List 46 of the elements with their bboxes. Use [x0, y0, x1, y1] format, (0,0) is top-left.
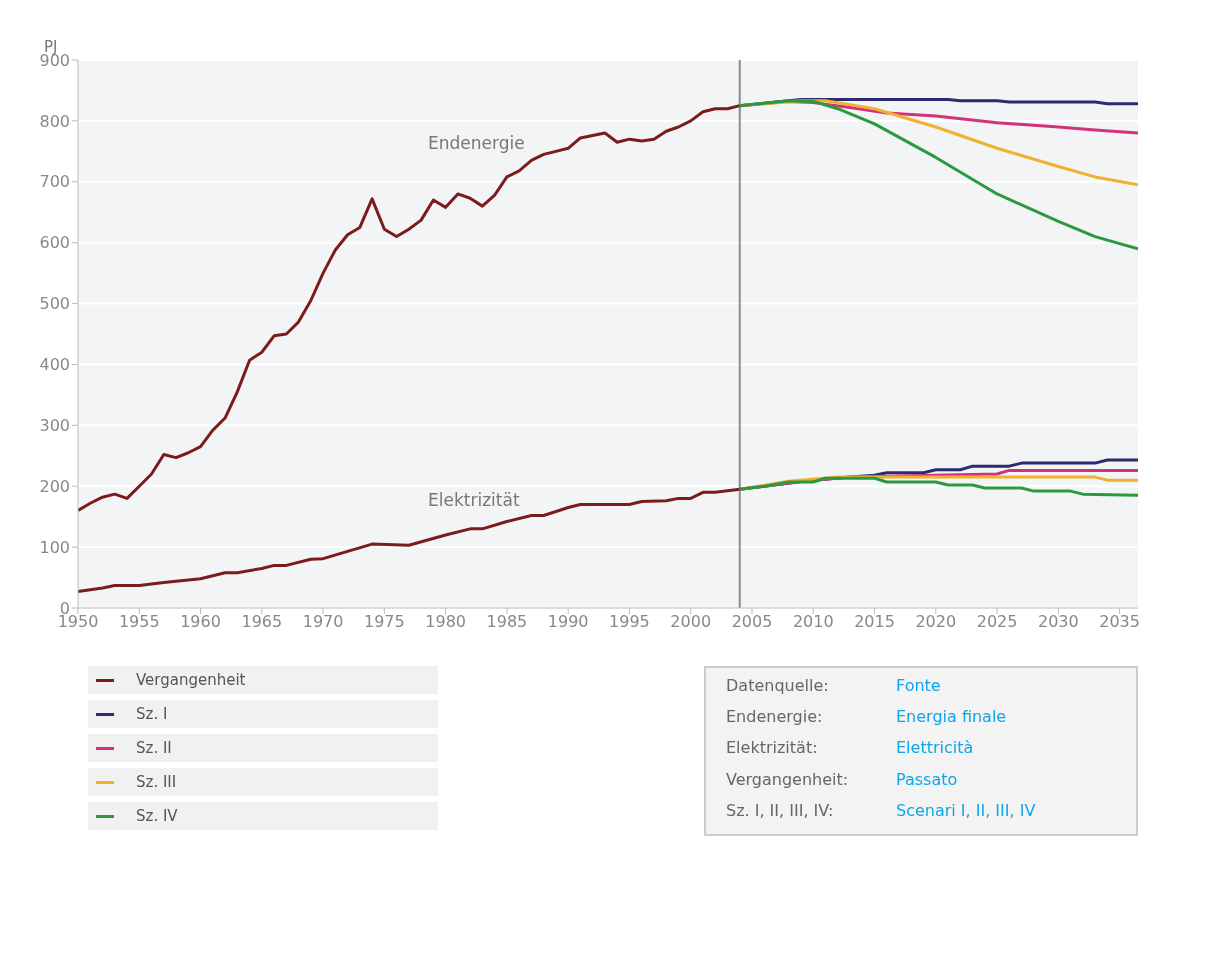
text: Elektrizität:	[726, 738, 819, 760]
text: Passato	[896, 769, 959, 791]
y-tick-label: 700	[39, 172, 70, 192]
x-tick-label: 1995	[609, 612, 650, 632]
x-tick-label: 2015	[854, 612, 895, 632]
y-tick-label: 600	[39, 233, 70, 253]
legend-label: Sz. I	[136, 705, 168, 723]
x-tick-label: 2010	[792, 612, 834, 632]
line-series	[78, 104, 742, 513]
text: Vergangenheit:	[726, 769, 850, 791]
text: Datenquelle:	[726, 676, 830, 697]
line-series	[738, 476, 1138, 497]
text: Sz. I, II, III, IV:	[726, 800, 835, 822]
x-tick-label: 1990	[547, 612, 589, 632]
x-tick-label: 2005	[731, 612, 773, 632]
text: Endenergie:	[726, 707, 824, 729]
x-tick-label: 1975	[364, 612, 405, 632]
y-tick-label: 100	[39, 537, 70, 557]
x-tick-label: 1980	[425, 612, 466, 632]
y-tick-label: 200	[39, 476, 70, 496]
x-tick-label: 1970	[302, 612, 344, 632]
legend-label: Sz. IV	[136, 807, 178, 825]
text: Scenari I, II, III, IV	[896, 800, 1037, 822]
text: Energia finale	[896, 707, 1008, 729]
text: Elettricità	[896, 738, 975, 760]
x-tick-label: 2035	[1099, 612, 1140, 632]
x-tick-label: 1965	[241, 612, 283, 632]
legend-label: Sz. III	[136, 773, 177, 791]
y-tick-label: 300	[39, 416, 70, 436]
x-tick-label: 1960	[180, 612, 221, 632]
text: Fonte	[896, 676, 942, 697]
x-tick-label: 1955	[118, 612, 160, 632]
x-tick-label: 1985	[486, 612, 528, 632]
x-tick-label: 2025	[976, 612, 1018, 632]
x-tick-label: 2020	[915, 612, 957, 632]
line-series	[78, 487, 742, 594]
legend-label: Vergangenheit	[136, 671, 246, 689]
x-tick-label: 2000	[670, 612, 712, 632]
x-tick-label: 2030	[1037, 612, 1079, 632]
y-tick-label: 400	[39, 355, 70, 375]
annotation: Endenergie	[428, 133, 525, 153]
legend-label: Sz. II	[136, 739, 172, 757]
y-tick-label: 800	[39, 111, 70, 131]
y-tick-label: 500	[39, 294, 70, 314]
line-series	[738, 99, 1138, 251]
annotation: Elektrizität	[428, 490, 520, 510]
